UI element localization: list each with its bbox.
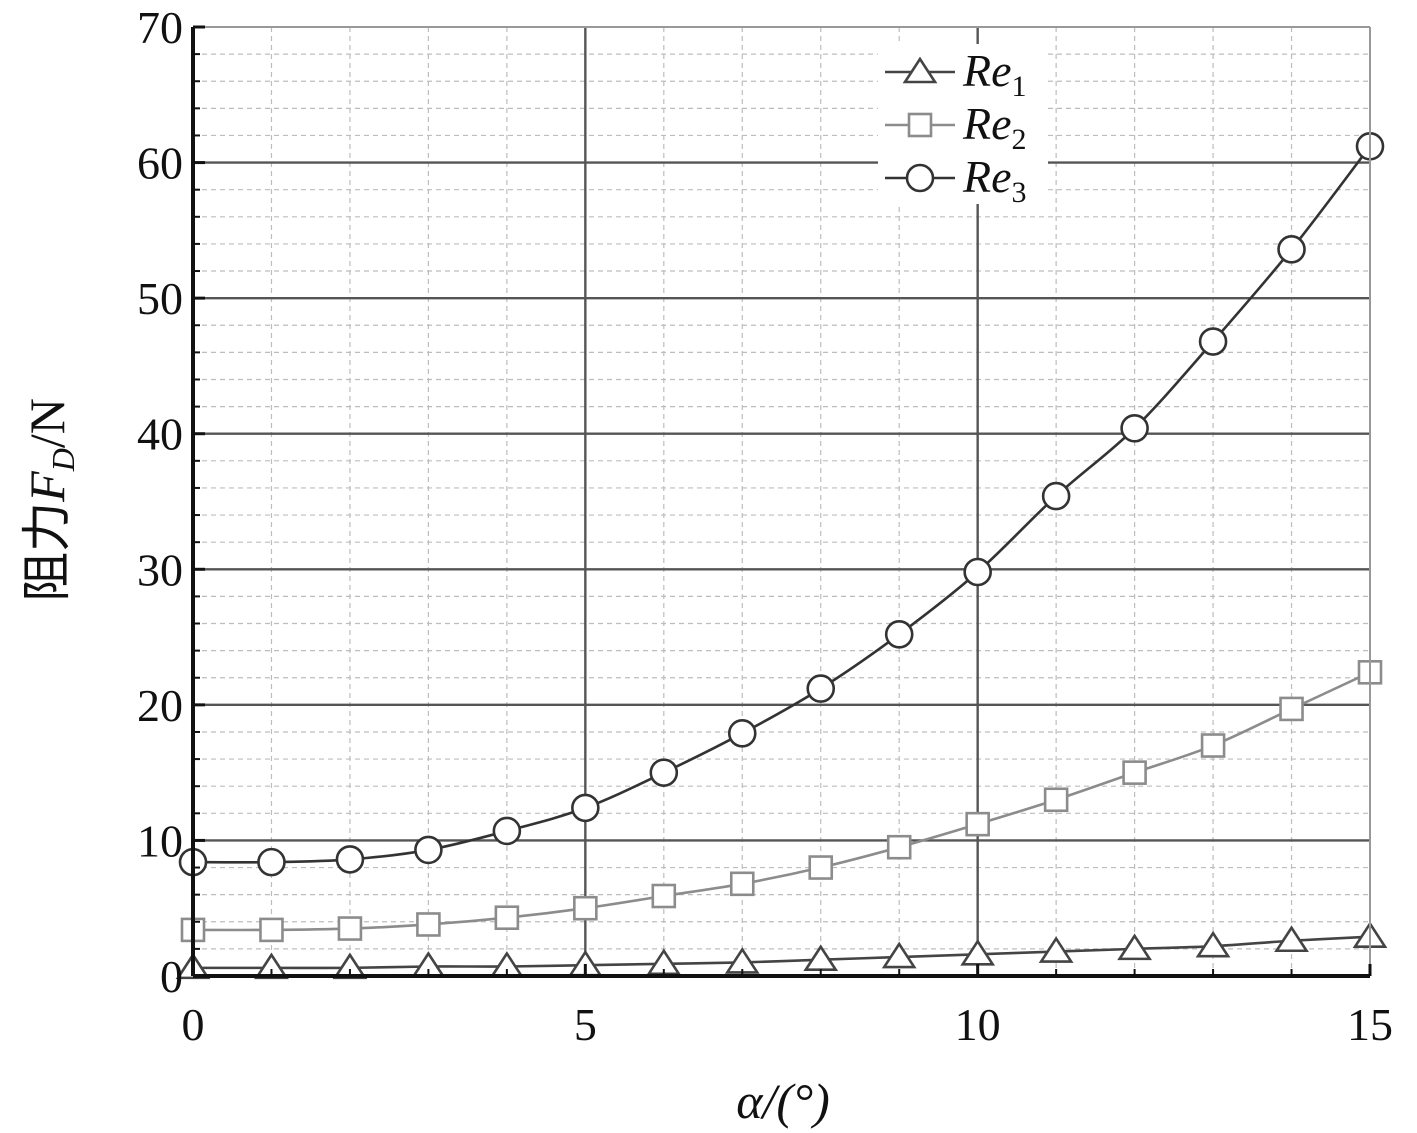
data-point-Re3: [884, 620, 914, 649]
data-point-Re2: [416, 912, 441, 937]
series-Re2: [180, 660, 1383, 943]
data-point-Re3: [963, 557, 992, 587]
data-point-Re2: [1200, 733, 1226, 758]
data-point-Re2: [337, 916, 363, 941]
y-axis-title-suffix: /N: [19, 398, 75, 448]
data-point-Re2: [965, 811, 990, 837]
y-tick-label: 0: [160, 951, 183, 1002]
minor-grid: [193, 27, 1370, 976]
y-tick-label: 30: [137, 544, 183, 595]
y-tick-labels: 0 10 20 30 40 50 60 70: [137, 2, 183, 1002]
series-line-Re1: [193, 935, 1371, 970]
y-tick-label: 40: [137, 409, 183, 460]
data-point-Re2: [259, 917, 284, 943]
data-point-Re3: [414, 835, 443, 865]
legend-item-Re3: Re3: [885, 151, 1027, 209]
data-point-Re2: [1279, 696, 1304, 722]
legend-label-subscript: 3: [1012, 176, 1027, 209]
x-tick-label: 5: [574, 999, 597, 1050]
data-point-Re3: [1041, 481, 1071, 511]
data-point-Re3: [257, 847, 286, 877]
x-tick-label: 0: [182, 999, 205, 1050]
data-point-Re3: [1198, 327, 1228, 356]
x-tick-label: 10: [955, 999, 1001, 1050]
legend-marker: [907, 112, 933, 138]
y-tick-label: 70: [137, 2, 183, 53]
legend-marker: [905, 163, 935, 193]
y-axis-title-prefix: 阻力: [19, 502, 75, 602]
data-point-Re3: [649, 758, 679, 787]
legend-label-base: Re: [962, 151, 1012, 202]
data-point-Re2: [808, 855, 834, 880]
data-point-Re3: [1277, 235, 1306, 264]
legend-label-base: Re: [962, 45, 1012, 96]
data-point-Re2: [1122, 760, 1147, 785]
y-axis-title: 阻力FD/N: [19, 398, 81, 602]
data-point-Re3: [335, 845, 365, 874]
y-tick-label: 50: [137, 273, 183, 324]
axes: [191, 25, 1372, 978]
data-point-Re3: [571, 793, 600, 823]
legend-label: Re3: [962, 151, 1027, 209]
y-axis-title-subscript: D: [45, 448, 81, 472]
legend-label: Re1: [962, 45, 1027, 103]
data-point-Re2: [729, 871, 755, 897]
data-point-Re1: [1038, 936, 1074, 963]
y-tick-label: 10: [137, 815, 183, 866]
y-tick-label: 20: [137, 680, 183, 731]
data-point-Re3: [492, 816, 522, 846]
data-point-Re1: [1117, 933, 1152, 961]
legend-label-subscript: 1: [1012, 70, 1027, 103]
x-axis-title: α/(°): [736, 1073, 829, 1129]
data-point-Re2: [651, 883, 677, 909]
legend-label: Re2: [962, 98, 1027, 156]
data-point-Re2: [1043, 787, 1069, 813]
legend-label-subscript: 2: [1012, 123, 1027, 156]
y-axis-title-symbol: F: [19, 471, 75, 503]
legend-item-Re1: Re1: [885, 45, 1027, 103]
y-tick-label: 60: [137, 138, 183, 189]
data-point-Re3: [1120, 413, 1149, 443]
data-point-Re1: [1195, 930, 1231, 958]
data-point-Re3: [727, 719, 757, 748]
x-tick-labels: 0 5 10 15: [182, 999, 1394, 1050]
data-point-Re2: [494, 905, 520, 931]
x-tick-label: 15: [1347, 999, 1393, 1050]
legend-label-base: Re: [962, 98, 1012, 149]
data-point-Re2: [886, 834, 912, 860]
legend-marker: [902, 56, 938, 84]
data-point-Re1: [1274, 925, 1309, 953]
data-point-Re1: [881, 941, 917, 969]
data-point-Re2: [573, 895, 598, 921]
data-point-Re3: [806, 674, 836, 703]
legend-item-Re2: Re2: [885, 98, 1027, 156]
